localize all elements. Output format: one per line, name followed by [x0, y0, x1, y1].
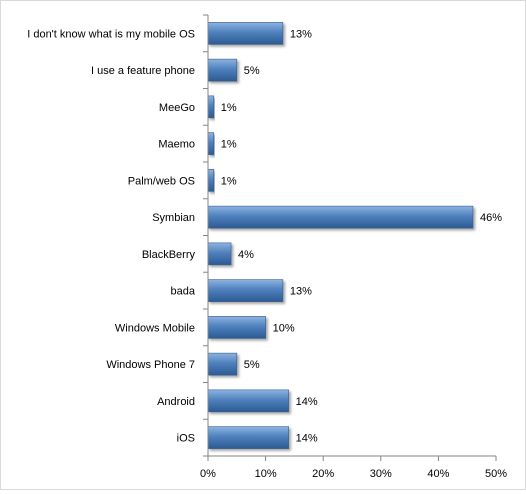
- data-label: 4%: [238, 249, 254, 261]
- category-label: Palm/web OS: [128, 175, 195, 187]
- data-label: 1%: [221, 139, 237, 151]
- data-label: 1%: [221, 175, 237, 187]
- bars: [207, 22, 474, 449]
- category-label: I use a feature phone: [91, 65, 195, 77]
- x-tick-label: 50%: [485, 468, 507, 480]
- x-tick-label: 40%: [427, 468, 449, 480]
- x-tick-label: 0%: [200, 468, 216, 480]
- data-label: 14%: [296, 433, 318, 445]
- x-tick-label: 10%: [255, 468, 277, 480]
- bar: [207, 389, 289, 413]
- category-label: Windows Phone 7: [106, 359, 195, 371]
- category-label: MeeGo: [159, 102, 195, 114]
- bar: [207, 316, 266, 339]
- category-label: Maemo: [158, 139, 195, 151]
- bar: [207, 205, 474, 229]
- x-tick-label: 20%: [312, 468, 334, 480]
- bar: [207, 426, 289, 449]
- data-label: 5%: [244, 65, 260, 77]
- bar: [207, 58, 238, 82]
- x-tick-label: 30%: [370, 468, 392, 480]
- bar: [207, 132, 215, 155]
- data-label: 1%: [221, 102, 237, 114]
- category-label: I don't know what is my mobile OS: [27, 28, 195, 40]
- data-label: 46%: [480, 212, 502, 224]
- bar: [207, 95, 215, 119]
- axes: [203, 14, 497, 461]
- category-label: BlackBerry: [142, 249, 196, 261]
- bar: [207, 352, 238, 376]
- data-label: 13%: [290, 286, 312, 298]
- data-labels: 13% 5% 1% 1% 1% 46% 4% 13% 10% 5% 14% 14%: [221, 28, 502, 444]
- x-tick-labels: 0% 10% 20% 30% 40% 50%: [200, 468, 507, 480]
- bar: [207, 279, 284, 302]
- bar: [207, 22, 284, 45]
- data-label: 10%: [273, 322, 295, 334]
- category-label: Windows Mobile: [115, 322, 195, 334]
- category-label: bada: [171, 286, 196, 298]
- bar: [207, 169, 215, 192]
- bar: [207, 242, 232, 266]
- data-label: 13%: [290, 28, 312, 40]
- category-label: Android: [157, 396, 195, 408]
- data-label: 14%: [296, 396, 318, 408]
- category-label: iOS: [177, 433, 195, 445]
- data-label: 5%: [244, 359, 260, 371]
- category-label: Symbian: [152, 212, 195, 224]
- category-labels: I don't know what is my mobile OS I use a…: [27, 28, 196, 444]
